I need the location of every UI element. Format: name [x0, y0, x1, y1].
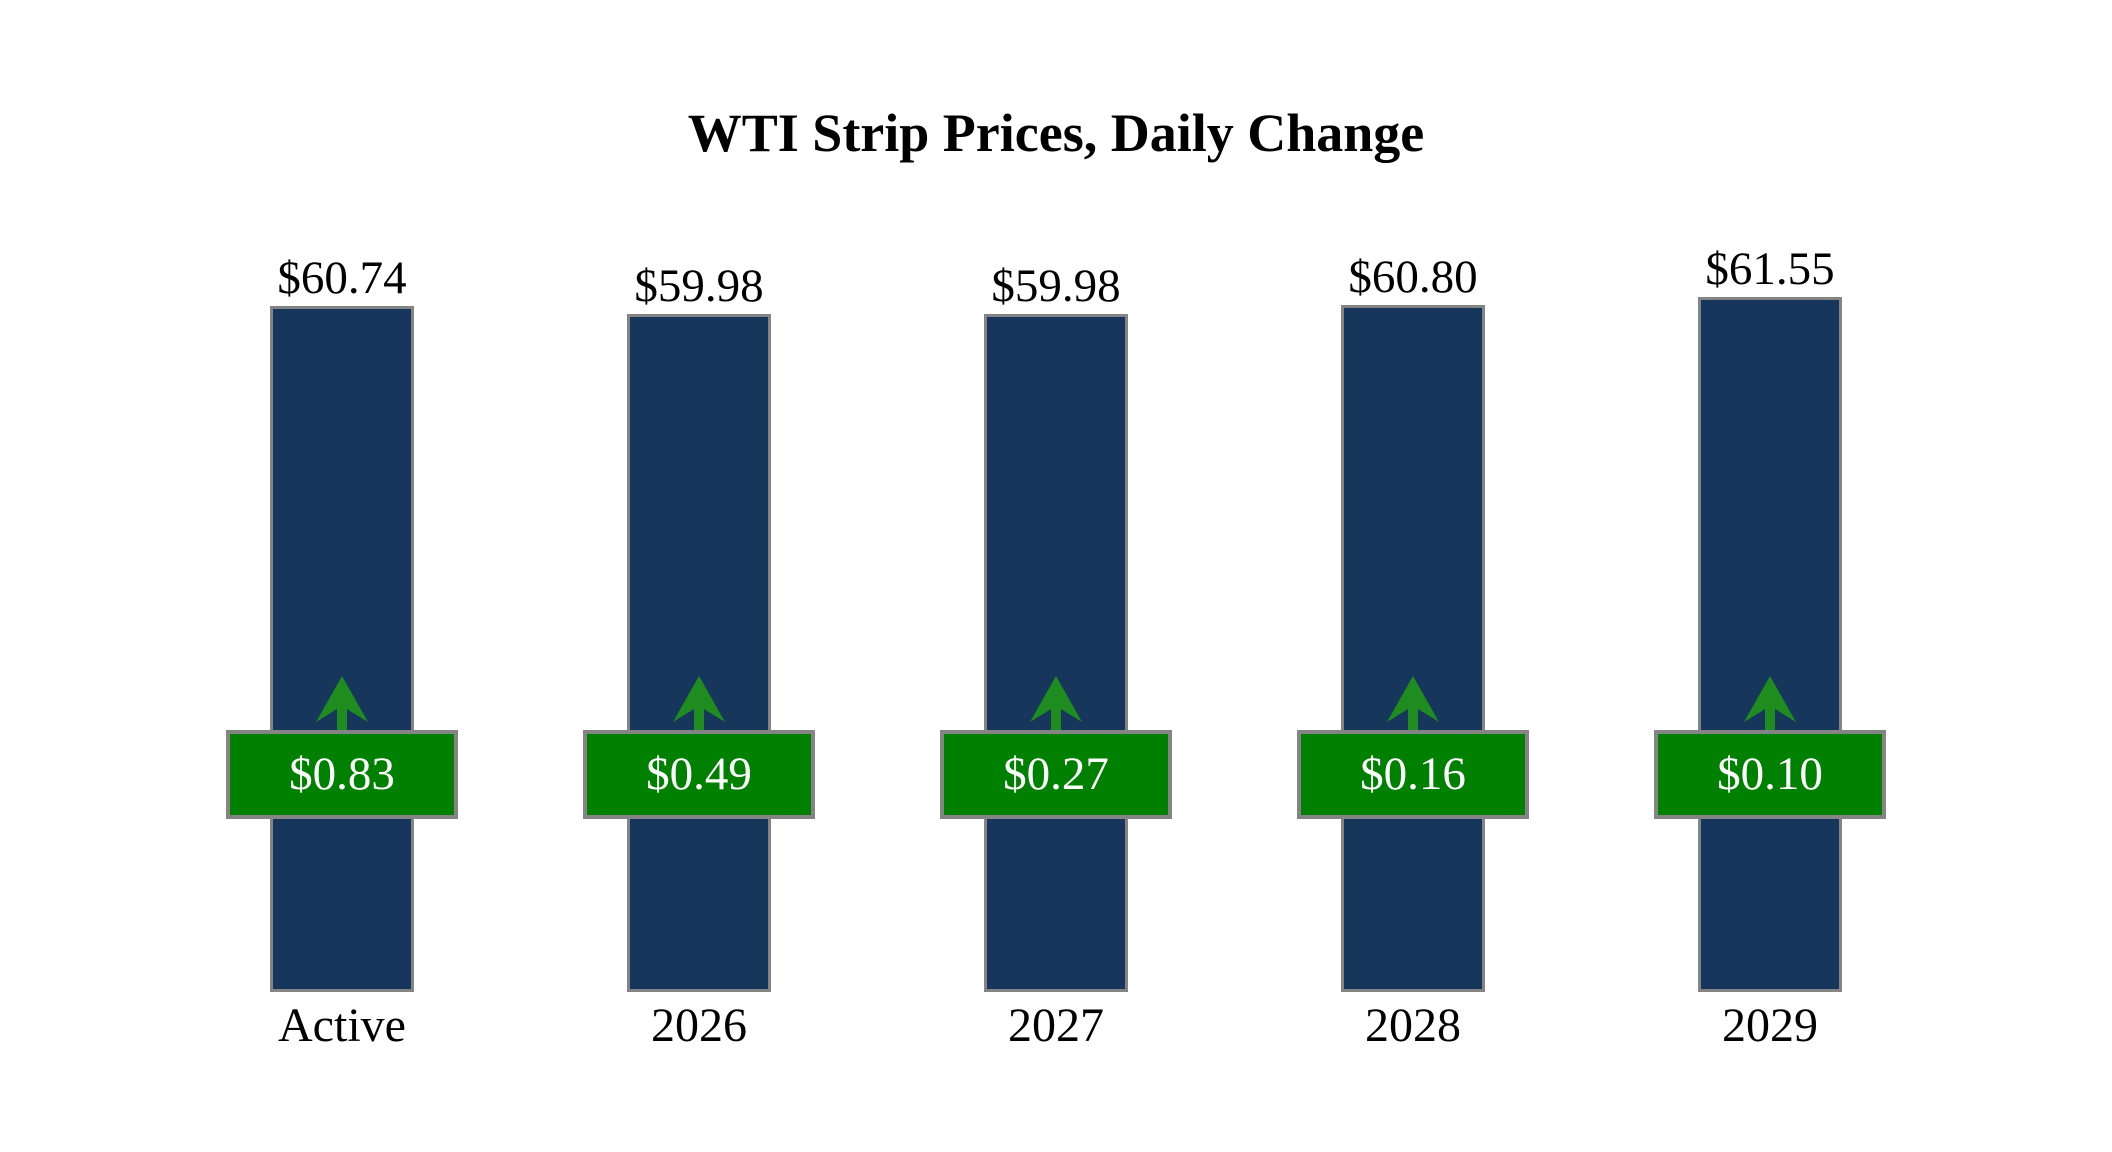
change-badge: $0.27 [940, 730, 1172, 819]
up-arrow-icon [1030, 676, 1082, 734]
bar-group-2026: $59.98 $0.49 2026 [521, 0, 878, 1152]
bar [1698, 297, 1842, 992]
up-arrow-icon [673, 676, 725, 734]
bar-value-label: $60.80 [1348, 251, 1478, 303]
bar-value-label: $60.74 [277, 252, 407, 304]
bar-group-active: $60.74 $0.83 Active [164, 0, 521, 1152]
up-arrow-icon [316, 676, 368, 734]
change-badge: $0.16 [1297, 730, 1529, 819]
up-arrow-icon [1387, 676, 1439, 734]
bar [1341, 305, 1485, 992]
bar-value-label: $59.98 [991, 260, 1121, 312]
category-label: 2029 [1722, 999, 1818, 1052]
bar-group-2027: $59.98 $0.27 2027 [878, 0, 1235, 1152]
category-label: 2027 [1008, 999, 1104, 1052]
bar [270, 306, 414, 992]
change-badge: $0.83 [226, 730, 458, 819]
bar-group-2029: $61.55 $0.10 2029 [1592, 0, 1949, 1152]
category-label: 2028 [1365, 999, 1461, 1052]
bar [627, 314, 771, 992]
bar-group-2028: $60.80 $0.16 2028 [1235, 0, 1592, 1152]
change-badge: $0.10 [1654, 730, 1886, 819]
bar [984, 314, 1128, 992]
category-label: Active [278, 999, 406, 1052]
bar-value-label: $61.55 [1705, 243, 1835, 295]
change-badge: $0.49 [583, 730, 815, 819]
bar-value-label: $59.98 [634, 260, 764, 312]
chart-title: WTI Strip Prices, Daily Change [687, 103, 1425, 163]
category-label: 2026 [651, 999, 747, 1052]
up-arrow-icon [1744, 676, 1796, 734]
